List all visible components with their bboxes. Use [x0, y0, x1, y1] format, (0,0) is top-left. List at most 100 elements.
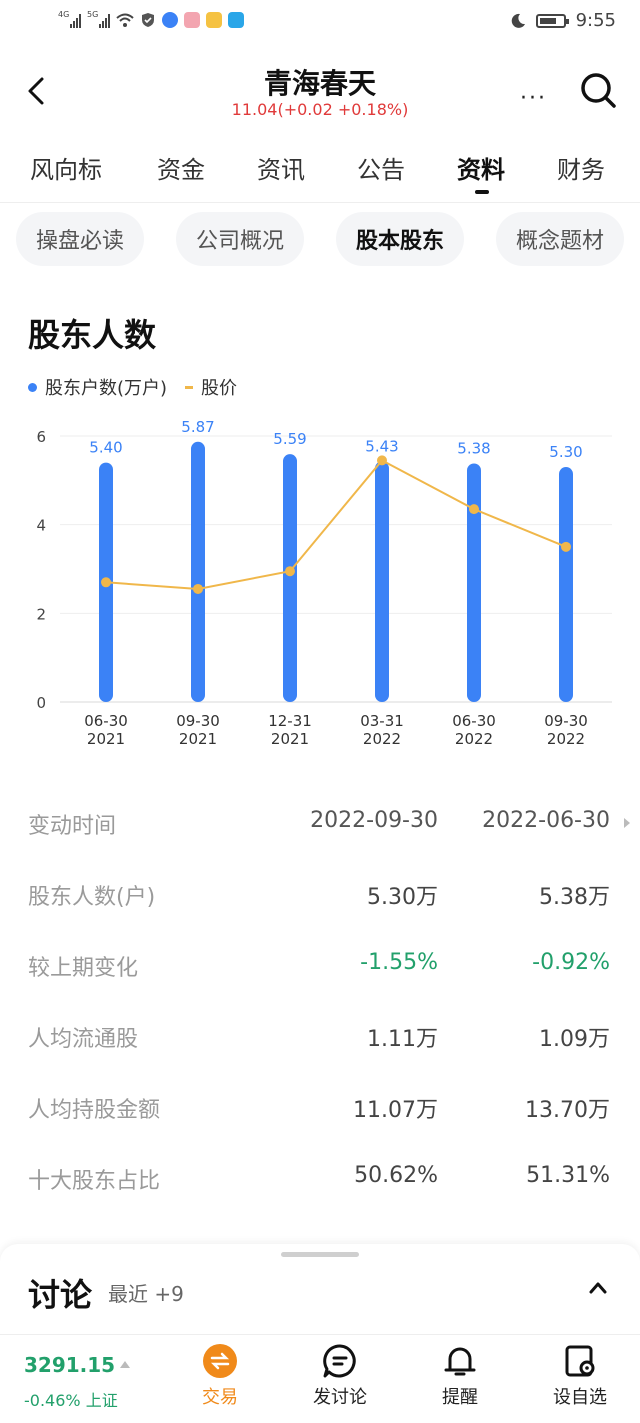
- table-row: 人均流通股 1.11万 1.09万: [0, 1021, 640, 1061]
- bar-value-label: 5.87: [181, 418, 214, 436]
- table-header-col1[interactable]: 2022-09-30: [310, 808, 438, 833]
- search-icon[interactable]: [578, 70, 618, 110]
- stock-quote: 11.04(+0.02 +0.18%): [231, 100, 409, 119]
- nav-reminder[interactable]: 提醒: [410, 1343, 510, 1419]
- index-change[interactable]: -0.46% 上证: [24, 1391, 118, 1410]
- shield-check-icon: [142, 13, 154, 27]
- y-tick-label: 6: [36, 428, 46, 446]
- stock-name: 青海春天: [263, 67, 376, 100]
- legend-line-marker: [185, 385, 194, 389]
- main-tabs: 风向标 资金 资讯 公告 资料 财务: [0, 140, 640, 200]
- y-tick-label: 2: [36, 605, 46, 623]
- chart-legend: 股东户数(万户) 股价: [28, 374, 237, 400]
- clock: 9:55: [575, 10, 616, 31]
- legend-bar-marker: [28, 382, 37, 392]
- scroll-right-icon[interactable]: [624, 818, 630, 828]
- bar-value-label: 5.40: [89, 439, 122, 457]
- bottom-bar: 3291.15 -0.46% 上证 交易 发讨论 提醒 设自选: [0, 1334, 640, 1423]
- add-watchlist-icon: [565, 1345, 595, 1377]
- drawer-handle[interactable]: [281, 1252, 359, 1257]
- row-value-col2: 13.70万: [525, 1098, 610, 1123]
- index-expand-icon[interactable]: [120, 1361, 130, 1368]
- chevron-up-icon[interactable]: [588, 1278, 608, 1298]
- row-value-col1: 50.62%: [354, 1163, 438, 1188]
- title-bar: 青海春天 11.04(+0.02 +0.18%) ···: [0, 58, 640, 128]
- nav-trade-label: 交易: [202, 1387, 238, 1408]
- x-tick-label: 06-30: [84, 712, 128, 730]
- x-tick-label: 09-30: [176, 712, 220, 730]
- bar: [375, 461, 389, 702]
- price-point: [469, 504, 479, 515]
- tab-ziliao[interactable]: 资料: [457, 156, 505, 184]
- discussion-panel[interactable]: 讨论 最近 +9: [0, 1244, 640, 1334]
- x-tick-year-label: 2022: [455, 730, 493, 748]
- table-header-col2[interactable]: 2022-06-30: [482, 808, 610, 833]
- back-arrow-icon[interactable]: [22, 76, 52, 106]
- bar: [559, 467, 573, 702]
- nav-watchlist-label: 设自选: [553, 1387, 607, 1408]
- bar-value-label: 5.38: [457, 439, 490, 457]
- bar-value-label: 5.59: [273, 430, 306, 448]
- nav-reminder-label: 提醒: [442, 1387, 478, 1408]
- active-tab-indicator: [475, 190, 489, 194]
- nav-trade[interactable]: 交易: [170, 1343, 270, 1419]
- row-value-col1: 11.07万: [353, 1098, 438, 1123]
- x-tick-year-label: 2022: [547, 730, 585, 748]
- row-label: 股东人数(户): [28, 885, 156, 910]
- row-value-col2: -0.92%: [532, 950, 610, 975]
- y-tick-label: 0: [36, 694, 46, 712]
- row-label: 较上期变化: [28, 956, 139, 981]
- tab-gonggao[interactable]: 公告: [357, 156, 405, 184]
- nav-add-watchlist[interactable]: 设自选: [530, 1343, 630, 1419]
- bar: [283, 454, 297, 702]
- bar: [191, 441, 205, 702]
- price-point: [101, 577, 111, 588]
- row-label: 人均流通股: [28, 1027, 139, 1052]
- x-tick-label: 12-31: [268, 712, 312, 730]
- subtab-gainian[interactable]: 概念题材: [496, 212, 624, 266]
- x-tick-year-label: 2021: [87, 730, 125, 748]
- signal-4g-label: 4G: [58, 10, 70, 19]
- row-value-col1: -1.55%: [360, 950, 438, 975]
- x-tick-label: 03-31: [360, 712, 404, 730]
- weibo-notification-icon: [206, 12, 222, 28]
- section-title: 股东人数: [28, 316, 157, 354]
- moon-icon: [511, 13, 525, 28]
- chat-icon: [323, 1344, 356, 1378]
- tab-fengxiangbiao[interactable]: 风向标: [30, 156, 102, 184]
- status-left: 4G 5G: [58, 10, 244, 28]
- tab-zixun[interactable]: 资讯: [257, 156, 305, 184]
- row-value-col2: 5.38万: [539, 885, 610, 910]
- more-options-button[interactable]: ···: [520, 86, 547, 111]
- row-label: 人均持股金额: [28, 1098, 161, 1123]
- legend-series2: 股价: [201, 378, 238, 399]
- subtab-guben[interactable]: 股本股东: [336, 212, 464, 266]
- tab-caiwu[interactable]: 财务: [557, 156, 605, 184]
- signal-5g-label: 5G: [87, 10, 99, 19]
- wifi-icon: [116, 13, 134, 27]
- tab-zijin[interactable]: 资金: [157, 156, 205, 184]
- x-tick-label: 06-30: [452, 712, 496, 730]
- discussion-meta: 最近 +9: [108, 1282, 184, 1306]
- price-point: [377, 455, 387, 466]
- nav-post-label: 发讨论: [313, 1387, 367, 1408]
- x-tick-year-label: 2022: [363, 730, 401, 748]
- row-label: 十大股东占比: [28, 1169, 161, 1194]
- subtab-gongsi[interactable]: 公司概况: [176, 212, 304, 266]
- price-line: [105, 459, 567, 590]
- x-tick-year-label: 2021: [179, 730, 217, 748]
- table-row: 股东人数(户) 5.30万 5.38万: [0, 879, 640, 919]
- app-notification-icon: [162, 12, 178, 28]
- bar-value-label: 5.30: [549, 443, 582, 461]
- nav-post-discussion[interactable]: 发讨论: [290, 1343, 390, 1419]
- price-point: [285, 566, 295, 577]
- search-app-notification-icon: [228, 12, 244, 28]
- index-value[interactable]: 3291.15: [24, 1353, 116, 1377]
- x-tick-year-label: 2021: [271, 730, 309, 748]
- x-tick-label: 09-30: [544, 712, 588, 730]
- status-bar: 4G 5G 9:55: [0, 0, 640, 46]
- subtab-caopan[interactable]: 操盘必读: [16, 212, 144, 266]
- sub-tabs: 操盘必读 公司概况 股本股东 概念题材: [0, 212, 640, 268]
- battery-icon: [535, 13, 569, 28]
- tabs-divider: [0, 202, 640, 203]
